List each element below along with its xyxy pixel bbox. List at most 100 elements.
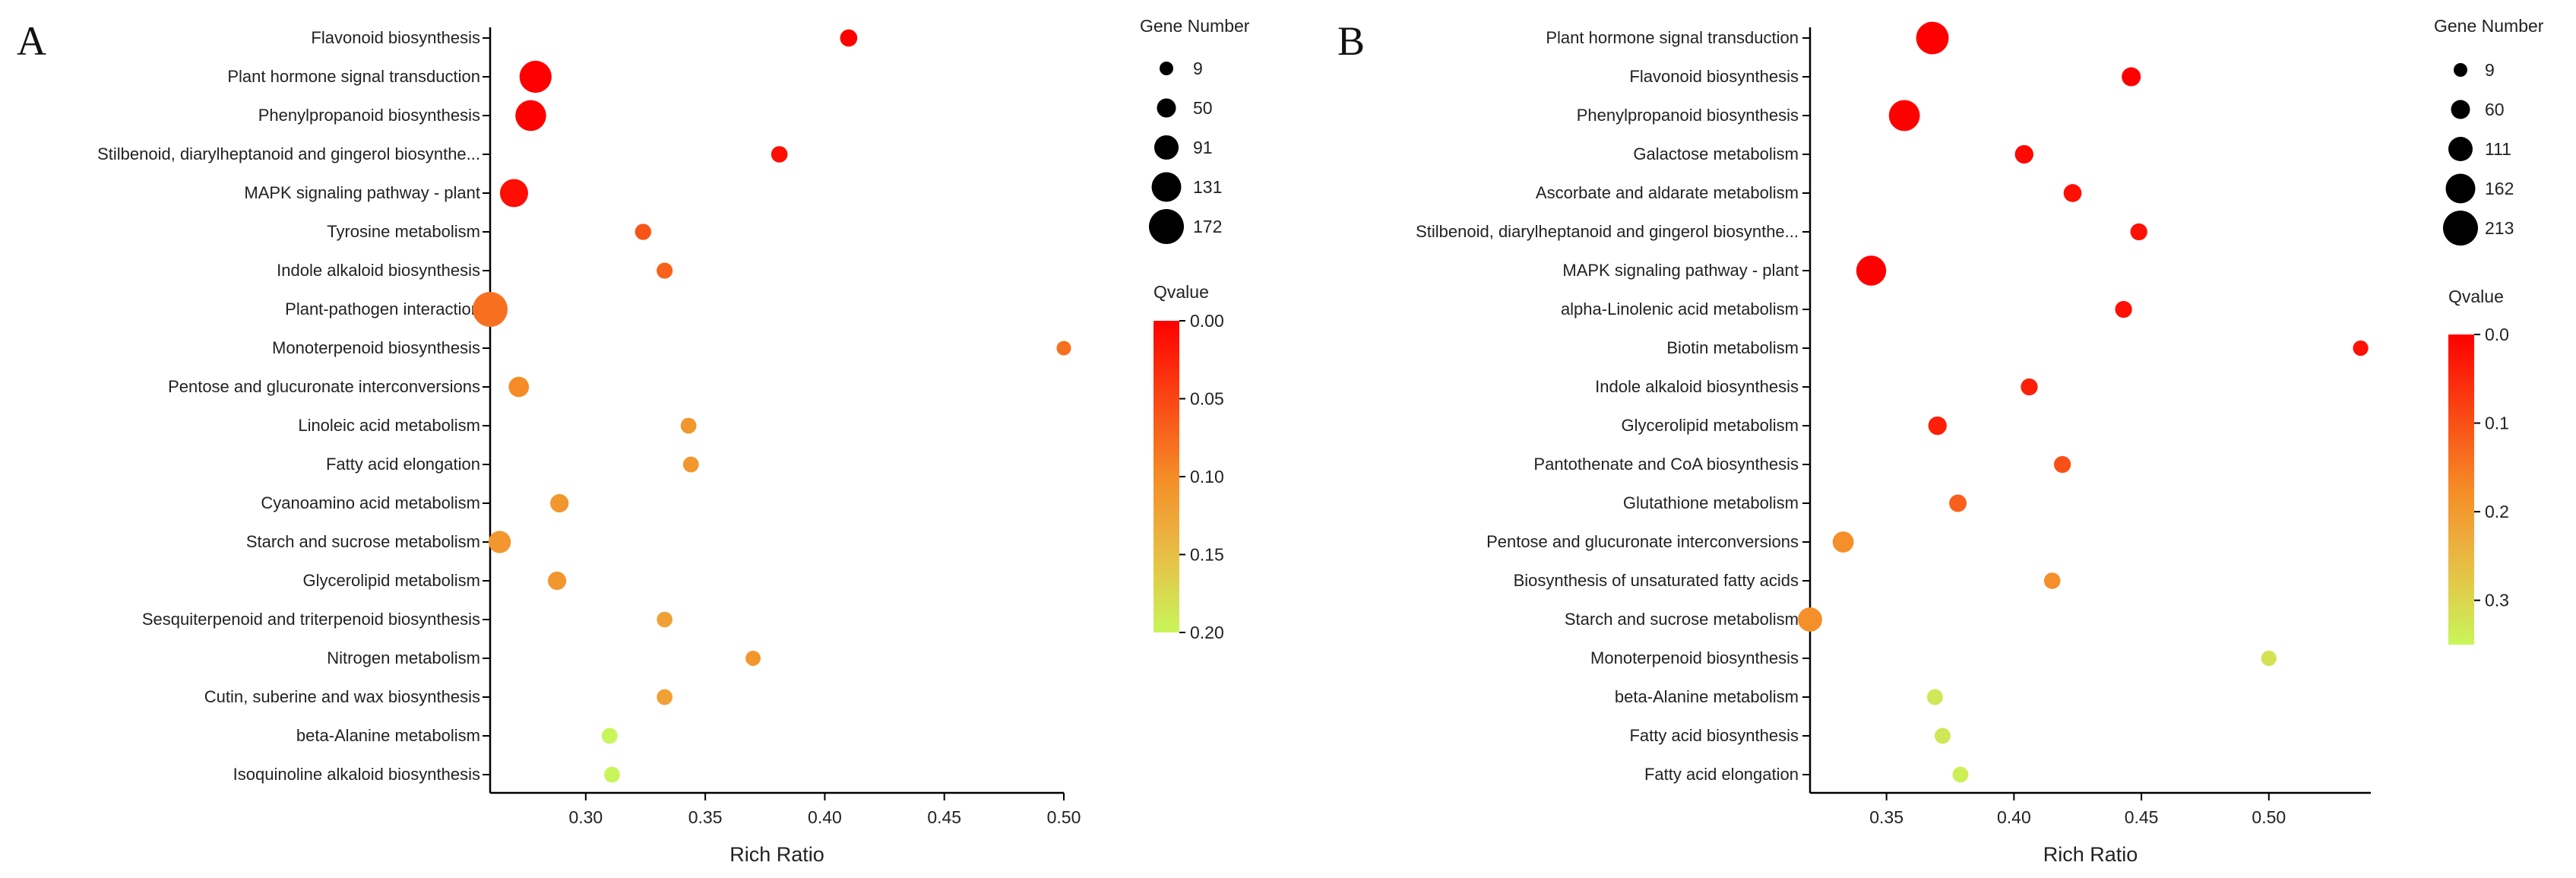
data-point (2353, 340, 2369, 357)
y-category-label: Plant hormone signal transduction (227, 67, 480, 86)
data-point (682, 456, 699, 473)
size-legend-label: 9 (2485, 60, 2495, 80)
size-legend-label: 162 (2485, 179, 2514, 198)
data-point (1856, 255, 1887, 286)
size-legend-marker (2448, 137, 2473, 161)
size-legend-title: Gene Number (2434, 16, 2544, 36)
color-bar-tick-label: 0.0 (2485, 325, 2509, 344)
y-category-label: Indole alkaloid biosynthesis (277, 261, 480, 280)
data-point (1949, 494, 1967, 512)
data-point (604, 766, 620, 783)
size-legend-marker (1154, 135, 1179, 160)
data-point (2021, 378, 2038, 396)
size-legend-label: 60 (2485, 100, 2505, 119)
data-point (1056, 341, 1071, 356)
y-category-label: Starch and sucrose metabolism (246, 532, 480, 551)
data-point (1916, 21, 1949, 55)
y-category-label: Pantothenate and CoA biosynthesis (1533, 455, 1799, 474)
data-point (2261, 650, 2277, 667)
y-category-label: Monoterpenoid biosynthesis (272, 338, 480, 357)
y-category-label: Fatty acid elongation (326, 455, 480, 474)
y-category-label: Biosynthesis of unsaturated fatty acids (1514, 571, 1799, 590)
data-point (745, 651, 761, 666)
data-point (550, 493, 569, 513)
color-bar-tick-label: 0.05 (1190, 389, 1224, 409)
x-tick-label: 0.50 (1047, 807, 1081, 827)
panel-a: A Flavonoid biosynthesis Plant hormone sig… (17, 16, 1250, 866)
color-bar-tick-label: 0.1 (2485, 414, 2509, 433)
x-axis-title: Rich Ratio (729, 843, 824, 866)
data-point (601, 727, 618, 744)
y-category-label: Pentose and glucuronate interconversions (1486, 532, 1799, 551)
size-legend-label: 50 (1193, 98, 1213, 118)
size-legend-marker (1160, 62, 1173, 75)
y-category-label: Cyanoamino acid metabolism (261, 493, 480, 512)
x-axis-title: Rich Ratio (2043, 843, 2138, 866)
color-legend-title: Qvalue (1154, 282, 1209, 302)
data-point (680, 417, 697, 434)
y-category-label: Cutin, suberine and wax biosynthesis (204, 687, 480, 706)
color-bar-tick-label: 0.3 (2485, 591, 2509, 610)
data-point (1798, 607, 1822, 632)
data-point (2053, 455, 2071, 474)
data-point (840, 29, 858, 47)
data-point (1928, 416, 1947, 436)
color-bar (2448, 334, 2474, 645)
y-category-label: Phenylpropanoid biosynthesis (258, 106, 480, 125)
panel-letter: A (17, 18, 46, 64)
y-category-label: MAPK signaling pathway - plant (1562, 261, 1799, 280)
color-legend-title: Qvalue (2448, 287, 2504, 306)
data-point (2043, 572, 2061, 589)
color-bar-tick-label: 0.20 (1190, 623, 1224, 642)
data-point (1952, 766, 1969, 783)
color-bar-tick-label: 0.2 (2485, 502, 2509, 521)
data-point (657, 689, 673, 705)
size-legend-label: 9 (1193, 59, 1203, 78)
size-legend-label: 172 (1193, 217, 1222, 236)
x-tick-label: 0.30 (568, 807, 603, 827)
size-legend-marker (2454, 63, 2467, 77)
y-category-label: Galactose metabolism (1633, 144, 1799, 163)
data-point (1888, 100, 1920, 132)
y-category-label: Ascorbate and aldarate metabolism (1536, 183, 1799, 202)
y-category-label: Monoterpenoid biosynthesis (1590, 648, 1799, 667)
data-point (635, 223, 651, 240)
data-point (2115, 300, 2132, 319)
data-point (1832, 531, 1854, 553)
y-category-label: beta-Alanine metabolism (1615, 687, 1799, 706)
size-legend-label: 91 (1193, 138, 1213, 157)
x-tick-label: 0.40 (1997, 807, 2031, 827)
color-bar-tick-label: 0.15 (1190, 545, 1224, 565)
panel-letter: B (1337, 18, 1365, 64)
data-point (1926, 689, 1943, 705)
panel-b: B Plant hormone signal transduction Flavon… (1337, 16, 2544, 866)
y-category-label: MAPK signaling pathway - plant (244, 183, 480, 202)
data-point (2014, 144, 2033, 164)
y-category-label: Indole alkaloid biosynthesis (1595, 377, 1799, 396)
y-category-label: Stilbenoid, diarylheptanoid and gingerol… (1416, 222, 1799, 241)
color-bar (1154, 321, 1179, 632)
data-point (473, 292, 508, 327)
data-point (2122, 67, 2141, 87)
y-category-label: Linoleic acid metabolism (298, 416, 480, 435)
data-point (499, 179, 528, 208)
y-category-label: Isoquinoline alkaloid biosynthesis (233, 765, 480, 784)
y-category-label: Glycerolipid metabolism (302, 571, 480, 590)
size-legend-label: 111 (2485, 139, 2511, 159)
data-point (771, 146, 788, 163)
size-legend-marker (2443, 211, 2478, 246)
color-bar-tick-label: 0.00 (1190, 311, 1224, 331)
x-tick-label: 0.35 (1869, 807, 1904, 827)
data-point (2130, 223, 2147, 241)
data-point (488, 531, 511, 553)
y-category-label: Biotin metabolism (1666, 338, 1799, 357)
y-category-label: Tyrosine metabolism (327, 222, 480, 241)
y-category-label: Plant-pathogen interaction (285, 300, 480, 319)
size-legend-marker (2445, 173, 2476, 204)
data-point (508, 376, 530, 398)
y-category-label: Fatty acid biosynthesis (1629, 726, 1799, 745)
data-point (519, 60, 552, 94)
size-legend-marker (1149, 209, 1184, 244)
y-category-label: alpha-Linolenic acid metabolism (1561, 300, 1799, 319)
y-category-label: beta-Alanine metabolism (296, 726, 480, 745)
